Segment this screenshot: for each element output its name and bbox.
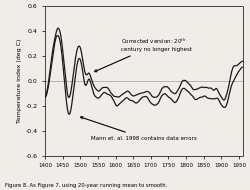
Text: Corrected version: 20$^{th}$
century no longer highest: Corrected version: 20$^{th}$ century no …	[94, 37, 192, 72]
Y-axis label: Temperature index (deg C): Temperature index (deg C)	[18, 39, 22, 123]
Text: Mann et. al. 1998 contains data errors: Mann et. al. 1998 contains data errors	[80, 117, 196, 141]
Text: Figure 8. As Figure 7, using 20-year running mean to smooth.: Figure 8. As Figure 7, using 20-year run…	[5, 183, 167, 188]
